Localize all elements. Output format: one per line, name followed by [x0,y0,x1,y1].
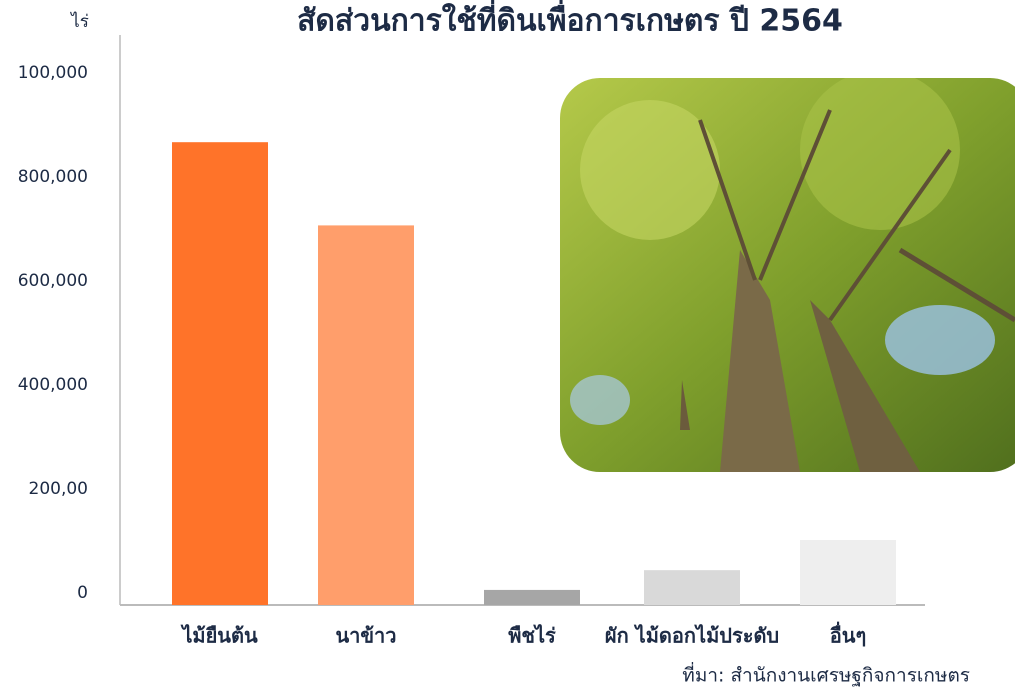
y-tick-label: 800,000 [18,167,88,187]
y-tick-label: 400,000 [18,375,88,395]
x-tick-label: ไม้ยืนต้น [180,624,258,648]
x-tick-label: ผัก ไม้ดอกไม้ประดับ [605,624,779,648]
source-note: ที่มา: สำนักงานเศรษฐกิจการเกษตร [682,662,970,687]
bar [484,590,580,605]
forest-photo [560,70,1015,472]
x-tick-label: อื่นๆ [830,621,866,648]
x-tick-label: พืชไร่ [508,624,556,648]
y-tick-label: 200,00 [29,479,88,499]
bar [318,225,414,605]
y-tick-label: 100,000 [18,63,88,83]
y-axis-unit: ไร่ [69,11,89,32]
x-tick-label: นาข้าว [335,624,396,648]
y-tick-label: 0 [77,583,88,603]
y-tick-label: 600,000 [18,271,88,291]
bar [800,540,896,605]
chart-title: สัดส่วนการใช้ที่ดินเพื่อการเกษตร ปี 2564 [297,0,843,39]
bar [172,142,268,605]
chart: สัดส่วนการใช้ที่ดินเพื่อการเกษตร ปี 2564… [0,0,1015,691]
bar [644,570,740,605]
